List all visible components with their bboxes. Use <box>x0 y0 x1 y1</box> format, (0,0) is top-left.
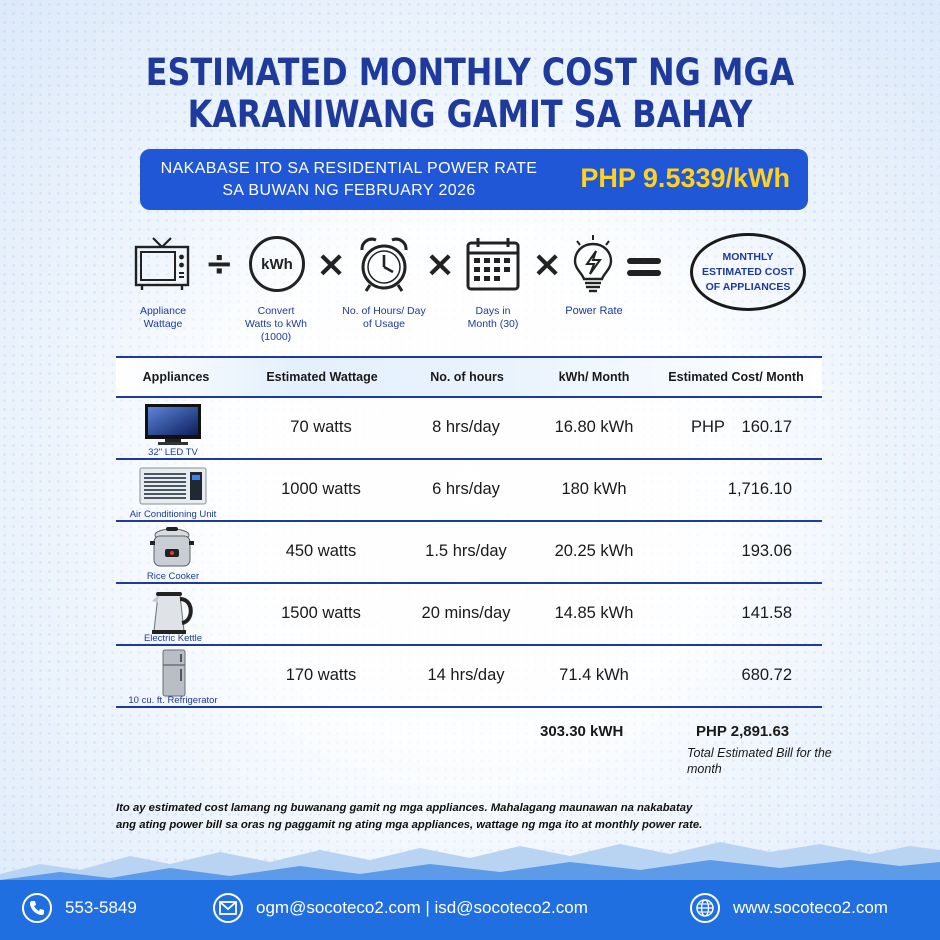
rate-description-line-1: NAKABASE ITO SA RESIDENTIAL POWER RATE <box>160 160 538 177</box>
result-line-3: OF APPLIANCES <box>705 280 791 293</box>
appliance-label: 10 cu. ft. Refrigerator <box>128 695 218 706</box>
rate-description-line-2: SA BUWAN NG FEBRUARY 2026 <box>222 182 476 199</box>
cost-cell: 160.17 <box>741 418 792 436</box>
rate-banner: NAKABASE ITO SA RESIDENTIAL POWER RATE S… <box>140 149 808 210</box>
footer-wave <box>0 842 940 884</box>
table-row: Electric Kettle 1500 watts 20 mins/day 1… <box>116 584 822 646</box>
currency-label: PHP <box>691 418 725 436</box>
appliance-cost-table: Appliances Estimated Wattage No. of hour… <box>116 356 822 708</box>
phone-number[interactable]: 553-5849 <box>65 898 137 917</box>
refrigerator-image <box>162 649 186 697</box>
cost-cell: 141.58 <box>741 604 792 622</box>
kwh-cell: 16.80 kWh <box>554 418 634 436</box>
wattage-cell: 1500 watts <box>281 604 361 622</box>
total-bill: PHP 2,891.63 <box>696 723 790 740</box>
result-line-2: ESTIMATED COST <box>702 265 794 278</box>
header-wattage: Estimated Wattage <box>266 370 378 384</box>
multiply-sign-3: × <box>532 244 563 285</box>
hours-caption-line-1: No. of Hours/ Day <box>342 305 426 317</box>
table-header: Appliances Estimated Wattage No. of hour… <box>116 356 822 398</box>
convert-caption-line-3: (1000) <box>260 331 292 343</box>
power-rate-value: PHP 9.5339/kWh <box>580 163 790 193</box>
monthly-cost-result: MONTHLY ESTIMATED COST OF APPLIANCES <box>690 233 806 311</box>
cost-cell: 680.72 <box>741 666 792 684</box>
days-caption-line-2: Month (30) <box>467 318 519 330</box>
header-hours: No. of hours <box>430 370 504 384</box>
appliance-label: Electric Kettle <box>143 633 203 644</box>
footer: 553-5849 ogm@socoteco2.com | isd@socotec… <box>0 842 940 940</box>
footer-bar <box>0 880 940 940</box>
hours-cell: 6 hrs/day <box>432 480 500 498</box>
hours-cell: 1.5 hrs/day <box>425 542 507 560</box>
disclaimer-line-1: Ito ay estimated cost lamang ng buwanang… <box>116 802 693 814</box>
hours-cell: 20 mins/day <box>421 604 511 622</box>
kwh-icon-label: kWh <box>261 255 293 273</box>
aircon-image <box>139 467 207 505</box>
power-rate-caption: Power Rate <box>565 305 623 317</box>
tv-icon <box>134 237 190 290</box>
appliance-label: Rice Cooker <box>146 571 200 582</box>
multiply-sign-2: × <box>425 244 456 285</box>
light-bulb-icon <box>573 235 613 293</box>
footer-phone[interactable]: 553-5849 <box>22 891 137 925</box>
rate-description: NAKABASE ITO SA RESIDENTIAL POWER RATE S… <box>150 158 548 202</box>
website-url[interactable]: www.socoteco2.com <box>733 898 888 917</box>
days-caption-line-1: Days in <box>475 305 511 317</box>
result-line-1: MONTHLY <box>722 250 774 263</box>
kwh-cell: 20.25 kWh <box>554 542 634 560</box>
led-tv-image <box>145 404 201 445</box>
cost-cell: 193.06 <box>741 542 792 560</box>
total-bill-note: Total Estimated Bill for the month <box>687 746 832 776</box>
multiply-sign-1: × <box>316 244 347 285</box>
hours-caption: No. of Hours/ Day of Usage <box>334 305 434 331</box>
hours-cell: 8 hrs/day <box>432 418 500 436</box>
convert-caption-line-1: Convert <box>257 305 295 317</box>
days-caption: Days in Month (30) <box>453 305 533 331</box>
equals-sign <box>627 258 661 276</box>
divide-sign: ÷ <box>205 244 234 284</box>
cost-cell: 1,716.10 <box>727 480 792 498</box>
alarm-clock-icon <box>360 237 408 292</box>
table-row: Rice Cooker 450 watts 1.5 hrs/day 20.25 … <box>116 522 822 584</box>
title-line-1: ESTIMATED MONTHLY COST NG MGA <box>145 51 795 94</box>
kwh-cell: 14.85 kWh <box>554 604 634 622</box>
header-kwh: kWh/ Month <box>558 370 630 384</box>
electric-kettle-image <box>152 592 193 634</box>
wattage-cell: 170 watts <box>285 666 357 684</box>
table-row: 10 cu. ft. Refrigerator 170 watts 14 hrs… <box>116 646 822 708</box>
calendar-icon <box>466 238 520 291</box>
appliance-label: Air Conditioning Unit <box>129 509 217 520</box>
disclaimer: Ito ay estimated cost lamang ng buwanang… <box>116 800 836 834</box>
email-icon <box>213 893 243 923</box>
wattage-cell: 450 watts <box>285 542 357 560</box>
appliance-label: 32" LED TV <box>148 447 198 458</box>
globe-icon <box>690 893 720 923</box>
header-appliances: Appliances <box>142 370 210 384</box>
footer-website[interactable]: www.socoteco2.com <box>690 891 888 925</box>
kwh-icon: kWh <box>249 236 305 292</box>
kwh-cell: 180 kWh <box>561 480 627 498</box>
email-addresses[interactable]: ogm@socoteco2.com | isd@socoteco2.com <box>256 898 588 917</box>
wattage-cell: 70 watts <box>290 418 352 436</box>
header-cost: Estimated Cost/ Month <box>668 370 804 384</box>
footer-email[interactable]: ogm@socoteco2.com | isd@socoteco2.com <box>213 891 588 925</box>
disclaimer-line-2: ang ating power bill sa oras ng paggamit… <box>116 819 703 831</box>
hours-caption-line-2: of Usage <box>362 318 406 330</box>
convert-caption-line-2: Watts to kWh <box>244 318 308 330</box>
page-title: ESTIMATED MONTHLY COST NG MGA KARANIWANG… <box>66 52 874 136</box>
title-line-2: KARANIWANG GAMIT SA BAHAY <box>187 93 753 136</box>
rice-cooker-image <box>150 527 194 567</box>
total-kwh: 303.30 kWH <box>540 723 624 740</box>
wattage-cell: 1000 watts <box>281 480 361 498</box>
appliance-wattage-caption: Appliance Wattage <box>139 305 187 330</box>
table-row: Air Conditioning Unit 1000 watts 6 hrs/d… <box>116 460 822 522</box>
convert-caption: Convert Watts to kWh (1000) <box>232 305 320 344</box>
table-row: 32" LED TV 70 watts 8 hrs/day 16.80 kWh … <box>116 398 822 460</box>
phone-icon <box>22 893 52 923</box>
kwh-cell: 71.4 kWh <box>559 666 629 684</box>
hours-cell: 14 hrs/day <box>427 666 505 684</box>
